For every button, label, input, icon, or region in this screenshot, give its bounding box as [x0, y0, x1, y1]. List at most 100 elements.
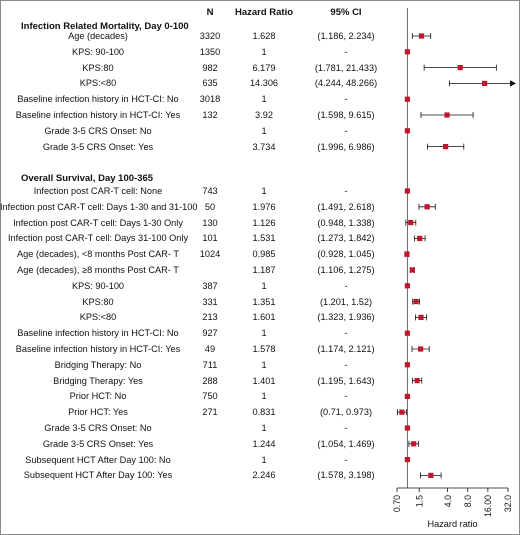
row-label: KPS: 90-100 — [71, 280, 125, 291]
hr-marker — [417, 235, 423, 241]
row-n: 101 — [202, 233, 218, 244]
row-n: 132 — [202, 110, 218, 120]
row-hazard-ratio: 1 — [261, 423, 267, 433]
row-hazard-ratio: 1.126 — [252, 217, 276, 228]
hr-marker — [411, 441, 417, 447]
row-hazard-ratio: 3.734 — [252, 141, 276, 152]
row-label: Grade 3-5 CRS Onset: Yes — [42, 141, 154, 152]
section-title-overall-survival: Overall Survival, Day 100-365 — [21, 173, 154, 184]
x-tick-label: 0.70 — [392, 495, 402, 512]
row-ci: - — [344, 423, 348, 433]
x-tick-label: 32.0 — [503, 495, 513, 512]
row-label: Bridging Therapy: No — [54, 359, 142, 370]
row-hazard-ratio: 14.306 — [249, 78, 279, 89]
row-hazard-ratio: 1 — [261, 94, 267, 105]
row-ci: (1.781, 21.433) — [314, 62, 378, 73]
row-n: 750 — [202, 391, 218, 402]
row-ci: - — [344, 280, 348, 291]
row-ci: - — [344, 125, 348, 136]
row-ci: (0.948, 1.338) — [317, 217, 375, 228]
row-ci: - — [344, 328, 348, 339]
x-tick-label: 1.5 — [414, 495, 424, 507]
row-n: 331 — [202, 296, 218, 307]
row-ci: - — [344, 186, 348, 196]
row-hazard-ratio: 3.92 — [255, 110, 273, 120]
row-label: Age (decades), <8 months Post CAR- T — [17, 249, 179, 260]
row-label: KPS:<80 — [79, 312, 117, 323]
row-hazard-ratio: 1 — [261, 186, 267, 196]
hr-marker — [404, 362, 410, 368]
row-label: Subsequent HCT After Day 100: Yes — [23, 470, 173, 481]
section-title-infection-mortality: Infection Related Mortality, Day 0-100 — [21, 21, 189, 32]
row-hazard-ratio: 1.628 — [252, 31, 276, 41]
row-label: Grade 3-5 CRS Onset: No — [44, 125, 152, 136]
x-tick-label: 4.0 — [443, 495, 453, 507]
hr-marker — [404, 96, 410, 102]
x-axis-label: Hazard ratio — [427, 519, 477, 529]
row-label: Bridging Therapy: Yes — [53, 375, 143, 386]
row-label: KPS:<80 — [79, 78, 117, 89]
row-label: Age (decades) — [68, 31, 128, 41]
row-hazard-ratio: 1.351 — [252, 296, 276, 307]
row-label: KPS: 90-100 — [71, 46, 125, 57]
row-ci: (1.273, 1.842) — [317, 233, 375, 244]
row-label: Baseline infection history in HCT-CI: No — [17, 94, 179, 105]
hr-marker — [457, 65, 463, 71]
hr-marker — [482, 80, 488, 86]
row-n: 288 — [202, 375, 218, 386]
row-label: Infection post CAR-T cell: Days 31-100 O… — [7, 233, 189, 244]
row-ci: (1.186, 2.234) — [317, 31, 375, 41]
row-ci: - — [344, 46, 348, 57]
row-hazard-ratio: 1.578 — [252, 344, 276, 354]
row-ci: (0.928, 1.045) — [317, 249, 375, 260]
row-label: Age (decades), ≥8 months Post CAR- T — [17, 265, 179, 275]
row-hazard-ratio: 1 — [261, 46, 267, 57]
row-hazard-ratio: 1.531 — [252, 233, 276, 244]
row-label: Subsequent HCT After Day 100: No — [25, 454, 171, 465]
hr-marker — [404, 49, 410, 55]
hr-marker — [428, 472, 434, 478]
row-ci: (1.195, 1.643) — [317, 375, 375, 386]
row-ci: (1.054, 1.469) — [317, 438, 375, 449]
row-ci: (1.174, 2.121) — [317, 344, 375, 354]
row-hazard-ratio: 1.976 — [252, 201, 276, 212]
hr-marker — [399, 409, 405, 415]
row-hazard-ratio: 1 — [261, 359, 267, 370]
row-label: Baseline infection history in HCT-CI: No — [17, 328, 179, 339]
row-n: 1350 — [199, 46, 221, 57]
row-ci: (0.71, 0.973) — [319, 407, 373, 418]
hr-marker — [404, 251, 410, 257]
hr-marker — [444, 112, 450, 118]
row-hazard-ratio: 1.601 — [252, 312, 276, 323]
row-ci: (1.323, 1.936) — [317, 312, 375, 323]
row-label: KPS:80 — [82, 296, 114, 307]
row-n: 387 — [202, 280, 218, 291]
header-n: N — [206, 7, 214, 18]
hr-marker — [404, 393, 410, 399]
hr-marker — [424, 204, 430, 210]
hr-marker — [409, 267, 415, 273]
row-label: Grade 3-5 CRS Onset: No — [44, 423, 152, 433]
row-n: 927 — [202, 328, 218, 339]
row-hazard-ratio: 1.187 — [252, 265, 276, 275]
row-ci: (1.491, 2.618) — [317, 201, 375, 212]
row-label: Infection post CAR-T cell: None — [33, 186, 163, 196]
row-ci: (1.201, 1.52) — [319, 296, 373, 307]
row-label: Infection post CAR-T cell: Days 1-30 Onl… — [13, 217, 183, 228]
x-tick-label: 16.00 — [483, 495, 493, 517]
hr-marker — [413, 299, 419, 305]
row-n: 1024 — [199, 249, 221, 260]
row-n: 213 — [202, 312, 218, 323]
row-hazard-ratio: 6.179 — [252, 62, 276, 73]
x-tick-label: 8.0 — [463, 495, 473, 507]
row-n: 50 — [204, 201, 216, 212]
row-n: 743 — [202, 186, 218, 196]
row-ci: (1.996, 6.986) — [317, 141, 375, 152]
row-n: 635 — [202, 78, 218, 89]
row-ci: - — [344, 94, 348, 105]
row-n: 49 — [204, 344, 216, 354]
hr-marker — [414, 378, 420, 384]
row-label: KPS:80 — [82, 62, 114, 73]
hr-marker — [404, 128, 410, 134]
